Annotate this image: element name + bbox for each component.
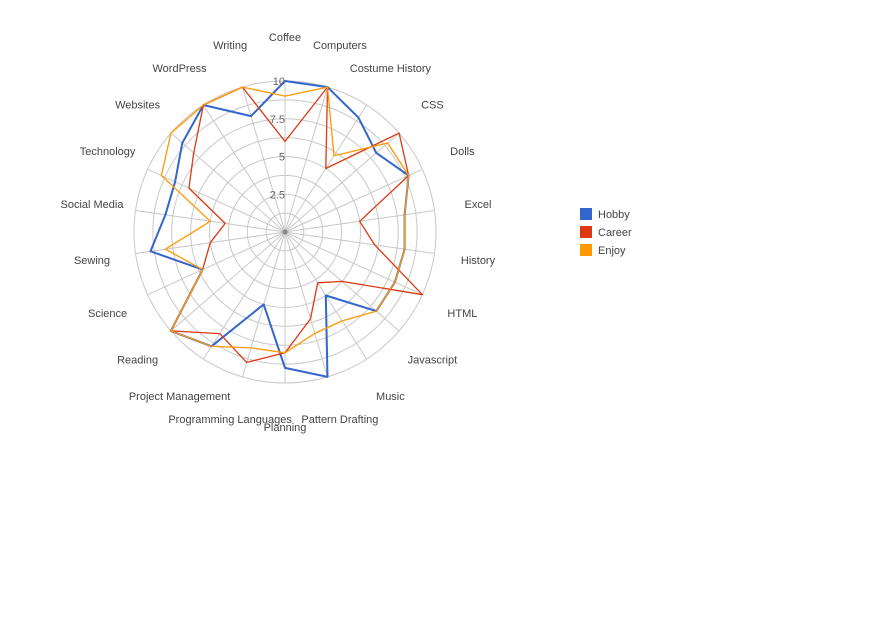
- grid-spoke: [147, 231, 286, 296]
- tick-label: 7.5: [270, 114, 285, 126]
- category-label: Technology: [80, 146, 136, 158]
- category-label: Costume History: [350, 63, 432, 75]
- grid-spoke: [284, 168, 423, 233]
- grid-spoke: [284, 86, 329, 233]
- category-label: Dolls: [450, 146, 475, 158]
- grid-spoke: [241, 86, 286, 233]
- legend-label-career: Career: [598, 227, 632, 239]
- category-label: HTML: [447, 308, 477, 320]
- grid-spoke: [284, 231, 435, 254]
- legend-label-hobby: Hobby: [598, 209, 630, 221]
- series-hobby-line: [149, 80, 410, 378]
- category-label: Coffee: [269, 32, 301, 44]
- tick-label: 10: [273, 76, 285, 88]
- category-labels: Coffee Computers Costume History CSS Dolls Ex…: [61, 32, 496, 434]
- legend-label-enjoy: Enjoy: [598, 245, 626, 257]
- category-label: Social Media: [61, 199, 125, 211]
- legend-swatch-career: [580, 226, 592, 238]
- radial-axis-ticks: 2.5 5 7.5 10: [270, 76, 288, 235]
- category-label: Writing: [213, 40, 247, 52]
- grid-spoke: [170, 132, 286, 233]
- grid-spoke: [284, 132, 400, 233]
- category-label: CSS: [421, 99, 444, 111]
- category-label: Sewing: [74, 255, 110, 267]
- category-label: History: [461, 255, 496, 267]
- category-label: Reading: [117, 355, 158, 367]
- category-label: Websites: [115, 99, 161, 111]
- category-label: Excel: [465, 199, 492, 211]
- category-label: Javascript: [408, 355, 458, 367]
- series-enjoy-line: [160, 86, 410, 354]
- grid-spoke: [202, 231, 286, 360]
- tick-label: 5: [279, 152, 285, 164]
- grid-spoke: [284, 231, 423, 296]
- category-label: Project Management: [129, 391, 231, 403]
- category-label: Computers: [313, 40, 367, 52]
- center-dot: [282, 229, 288, 235]
- legend: Hobby Career Enjoy: [580, 208, 632, 257]
- grid-spoke: [147, 168, 286, 233]
- category-label: Science: [88, 308, 127, 320]
- category-label: Planning: [264, 422, 307, 434]
- grid-spoke: [170, 231, 286, 332]
- series-career-line: [170, 86, 424, 364]
- category-label: Music: [376, 391, 405, 403]
- grid-spoke: [202, 104, 286, 233]
- category-label: Programming Languages: [168, 414, 292, 426]
- radar-series: [149, 80, 424, 378]
- tick-label: 2.5: [270, 189, 285, 201]
- legend-swatch-hobby: [580, 208, 592, 220]
- legend-swatch-enjoy: [580, 244, 592, 256]
- category-label: WordPress: [152, 63, 207, 75]
- category-label: Pattern Drafting: [301, 414, 378, 426]
- grid-spoke: [284, 231, 329, 378]
